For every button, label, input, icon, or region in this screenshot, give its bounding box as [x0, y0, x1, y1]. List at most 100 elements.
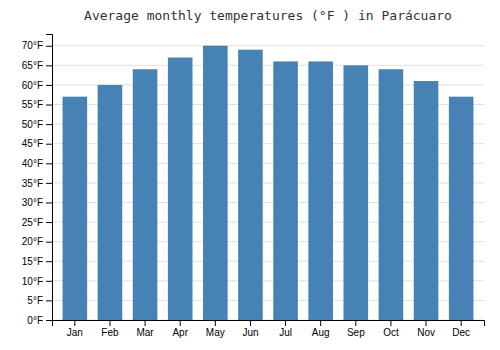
- x-tick-mark: [320, 320, 321, 326]
- bar: [308, 61, 333, 320]
- y-tick-label: 25°F: [22, 217, 43, 228]
- plot: 0°F 5°F 10°F 15°F 20°F 25°F 30°F 35°F 40°F 45°F 50…: [22, 35, 485, 339]
- grid: [52, 46, 484, 320]
- x-tick-label: Jun: [242, 327, 258, 338]
- y-tick: 25°F: [22, 217, 52, 228]
- title: Average monthly temperatures (°F ) in Pa…: [84, 8, 452, 23]
- x-tick-label: Jul: [279, 327, 292, 338]
- y-tick-mark: [46, 105, 52, 106]
- x-tick-mark: [180, 320, 181, 326]
- x-tick: Feb: [101, 320, 119, 338]
- y-tick-mark: [46, 46, 52, 47]
- y-tick-mark: [46, 300, 52, 301]
- y-tick-mark: [46, 124, 52, 125]
- y-tick: 50°F: [22, 119, 52, 130]
- bar: [414, 81, 439, 320]
- y-tick-mark: [46, 281, 52, 282]
- y-tick: 60°F: [22, 80, 52, 91]
- y-tick-mark: [46, 202, 52, 203]
- y-tick-label: 70°F: [22, 40, 43, 51]
- bar: [238, 50, 263, 320]
- y-tick-label: 30°F: [22, 197, 43, 208]
- y-tick: 40°F: [22, 158, 52, 169]
- y-tick-label: 15°F: [22, 256, 43, 267]
- y-tick: 45°F: [22, 138, 52, 149]
- bar: [133, 69, 158, 320]
- y-tick: 55°F: [22, 99, 52, 110]
- x-tick: Aug: [312, 320, 330, 338]
- y-tick-label: 45°F: [22, 138, 43, 149]
- x-axis-line: [53, 321, 485, 327]
- bar: [344, 65, 369, 320]
- y-tick: 30°F: [22, 197, 52, 208]
- bar: [63, 97, 88, 320]
- bar: [379, 69, 404, 320]
- x-tick-label: Nov: [417, 327, 435, 338]
- x-tick-mark: [74, 320, 75, 326]
- x-tick-label: Aug: [312, 327, 330, 338]
- x-tick: Jul: [279, 320, 292, 338]
- x-tick-label: Feb: [101, 327, 119, 338]
- x-tick-mark: [461, 320, 462, 326]
- y-tick-label: 20°F: [22, 236, 43, 247]
- y-tick-label: 50°F: [22, 119, 43, 130]
- x-tick: Mar: [136, 320, 154, 338]
- y-tick-label: 55°F: [22, 99, 43, 110]
- y-tick-mark: [46, 85, 52, 86]
- bar: [449, 97, 474, 320]
- y-tick-label: 60°F: [22, 80, 43, 91]
- grid-line: [52, 45, 484, 46]
- x-tick: Sep: [347, 320, 365, 338]
- y-tick-label: 65°F: [22, 60, 43, 71]
- x-tick: Apr: [172, 320, 188, 338]
- x-tick-label: May: [206, 327, 225, 338]
- y-axis-line: [46, 35, 53, 321]
- x-tick-mark: [285, 320, 286, 326]
- y-tick-label: 10°F: [22, 276, 43, 287]
- y-tick-mark: [46, 222, 52, 223]
- bars: [63, 46, 474, 320]
- bar: [273, 61, 298, 320]
- x-axis: Jan Feb Mar Apr May Jun Jul Aug Sep Oct Nov Dec: [53, 320, 485, 338]
- y-tick-mark: [46, 320, 52, 321]
- x-tick: Jan: [67, 320, 83, 338]
- y-tick: 20°F: [22, 236, 52, 247]
- y-tick-label: 5°F: [27, 295, 43, 306]
- x-tick: Oct: [383, 320, 399, 338]
- y-tick-mark: [46, 183, 52, 184]
- y-tick-label: 0°F: [27, 315, 43, 326]
- x-tick-label: Dec: [452, 327, 470, 338]
- y-tick-mark: [46, 242, 52, 243]
- y-tick: 65°F: [22, 60, 52, 71]
- y-tick: 0°F: [27, 315, 52, 326]
- x-tick-mark: [215, 320, 216, 326]
- x-tick-mark: [109, 320, 110, 326]
- x-tick-mark: [390, 320, 391, 326]
- y-tick-mark: [46, 261, 52, 262]
- x-tick-mark: [145, 320, 146, 326]
- y-tick: 70°F: [22, 40, 52, 51]
- bar: [98, 85, 123, 320]
- x-tick: Nov: [417, 320, 435, 338]
- x-tick-label: Apr: [172, 327, 188, 338]
- y-tick-mark: [46, 65, 52, 66]
- bar: [168, 58, 193, 320]
- y-tick-label: 40°F: [22, 158, 43, 169]
- y-tick: 5°F: [27, 295, 52, 306]
- grid-line: [52, 65, 484, 66]
- x-tick-label: Sep: [347, 327, 365, 338]
- x-tick-mark: [426, 320, 427, 326]
- x-tick: May: [206, 320, 225, 338]
- y-tick-mark: [46, 144, 52, 145]
- x-tick-label: Oct: [383, 327, 399, 338]
- y-tick-mark: [46, 163, 52, 164]
- x-tick-label: Mar: [136, 327, 154, 338]
- y-tick: 10°F: [22, 276, 52, 287]
- x-tick-mark: [355, 320, 356, 326]
- y-tick-label: 35°F: [22, 178, 43, 189]
- x-tick: Dec: [452, 320, 470, 338]
- y-tick: 15°F: [22, 256, 52, 267]
- y-tick: 35°F: [22, 178, 52, 189]
- chart: 0°F 5°F 10°F 15°F 20°F 25°F 30°F 35°F 40°F 45°F 50…: [0, 0, 500, 350]
- x-tick-mark: [250, 320, 251, 326]
